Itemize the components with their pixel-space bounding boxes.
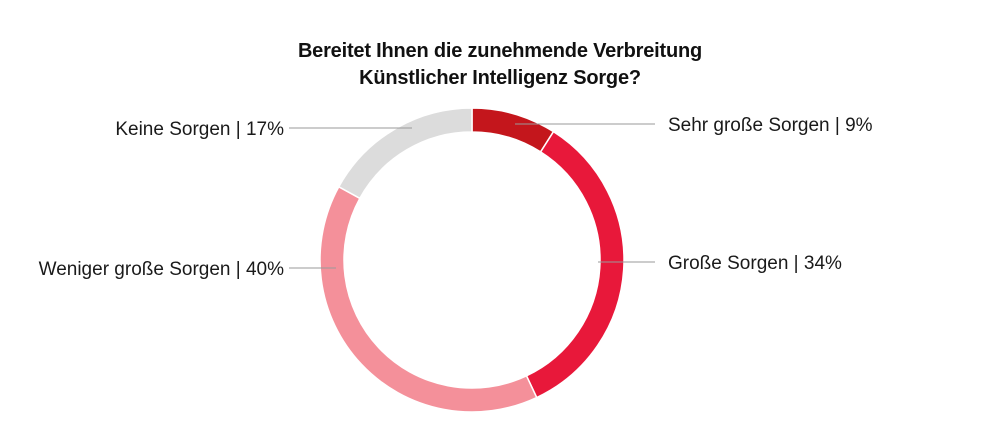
donut-slice-große-sorgen	[525, 130, 625, 399]
chart-title-line-2: Künstlicher Intelligenz Sorge?	[359, 67, 641, 89]
segment-label: Weniger große Sorgen | 40%	[39, 259, 284, 280]
chart-title-line-1: Bereitet Ihnen die zunehmende Verbreitun…	[297, 40, 703, 62]
donut-slice-weniger-große-sorgen	[319, 185, 538, 413]
donut-slice-keine-sorgen	[337, 107, 473, 200]
donut-slice-sehr-große-sorgen	[471, 107, 555, 153]
segment-label: Keine Sorgen | 17%	[115, 119, 284, 140]
segment-label: Große Sorgen | 34%	[668, 253, 842, 274]
segment-label: Sehr große Sorgen | 9%	[668, 115, 873, 136]
